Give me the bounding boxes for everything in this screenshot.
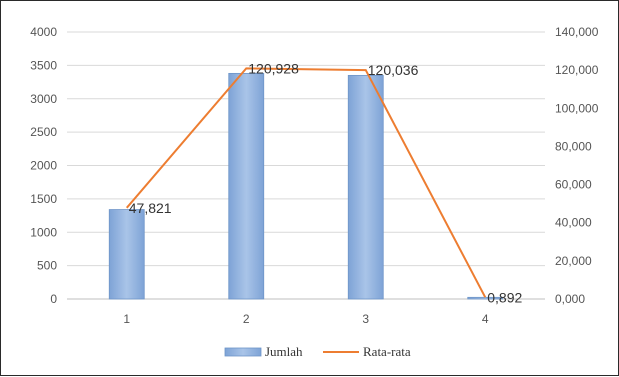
left-tick-label: 2000 (30, 159, 57, 173)
right-tick-label: 80,000 (555, 139, 592, 153)
bar (108, 209, 145, 300)
x-tick-label: 1 (123, 312, 130, 326)
left-tick-label: 500 (37, 259, 57, 273)
bar (467, 296, 504, 300)
x-tick-label: 4 (482, 312, 489, 326)
x-axis-ticks: 1 2 3 4 (123, 312, 489, 326)
left-tick-label: 1000 (30, 225, 57, 239)
right-tick-label: 140,000 (555, 25, 599, 39)
right-tick-label: 0,000 (555, 292, 585, 306)
left-tick-label: 3500 (30, 58, 57, 72)
line-rata-rata (125, 67, 487, 298)
data-label: 120,928 (248, 60, 299, 76)
legend: Jumlah Rata-rata (224, 344, 411, 359)
right-tick-label: 40,000 (555, 216, 592, 230)
right-tick-label: 60,000 (555, 178, 592, 192)
data-labels: 47,821 120,928 120,036 0,892 (129, 60, 523, 305)
legend-label-rata-rata: Rata-rata (363, 344, 411, 359)
left-tick-label: 2500 (30, 125, 57, 139)
bar (228, 72, 265, 300)
left-tick-label: 3000 (30, 92, 57, 106)
data-label: 47,821 (129, 200, 172, 216)
right-tick-label: 100,000 (555, 101, 599, 115)
left-tick-label: 1500 (30, 192, 57, 206)
gridlines (67, 31, 545, 300)
left-tick-label: 0 (50, 292, 57, 306)
data-label: 120,036 (368, 62, 419, 78)
right-tick-label: 20,000 (555, 254, 592, 268)
data-label: 0,892 (487, 289, 522, 305)
left-tick-label: 4000 (30, 25, 57, 39)
left-axis-ticks: 0 500 1000 1500 2000 2500 3000 3500 4000 (30, 25, 57, 306)
x-tick-label: 2 (243, 312, 250, 326)
bar-series (108, 72, 504, 300)
line-series (125, 67, 487, 298)
legend-label-jumlah: Jumlah (265, 344, 303, 359)
legend-swatch-jumlah (224, 347, 262, 357)
right-axis-ticks: 0,000 20,000 40,000 60,000 80,000 100,000 120,… (555, 25, 599, 306)
x-tick-label: 3 (362, 312, 369, 326)
right-tick-label: 120,000 (555, 63, 599, 77)
bar (347, 74, 384, 300)
